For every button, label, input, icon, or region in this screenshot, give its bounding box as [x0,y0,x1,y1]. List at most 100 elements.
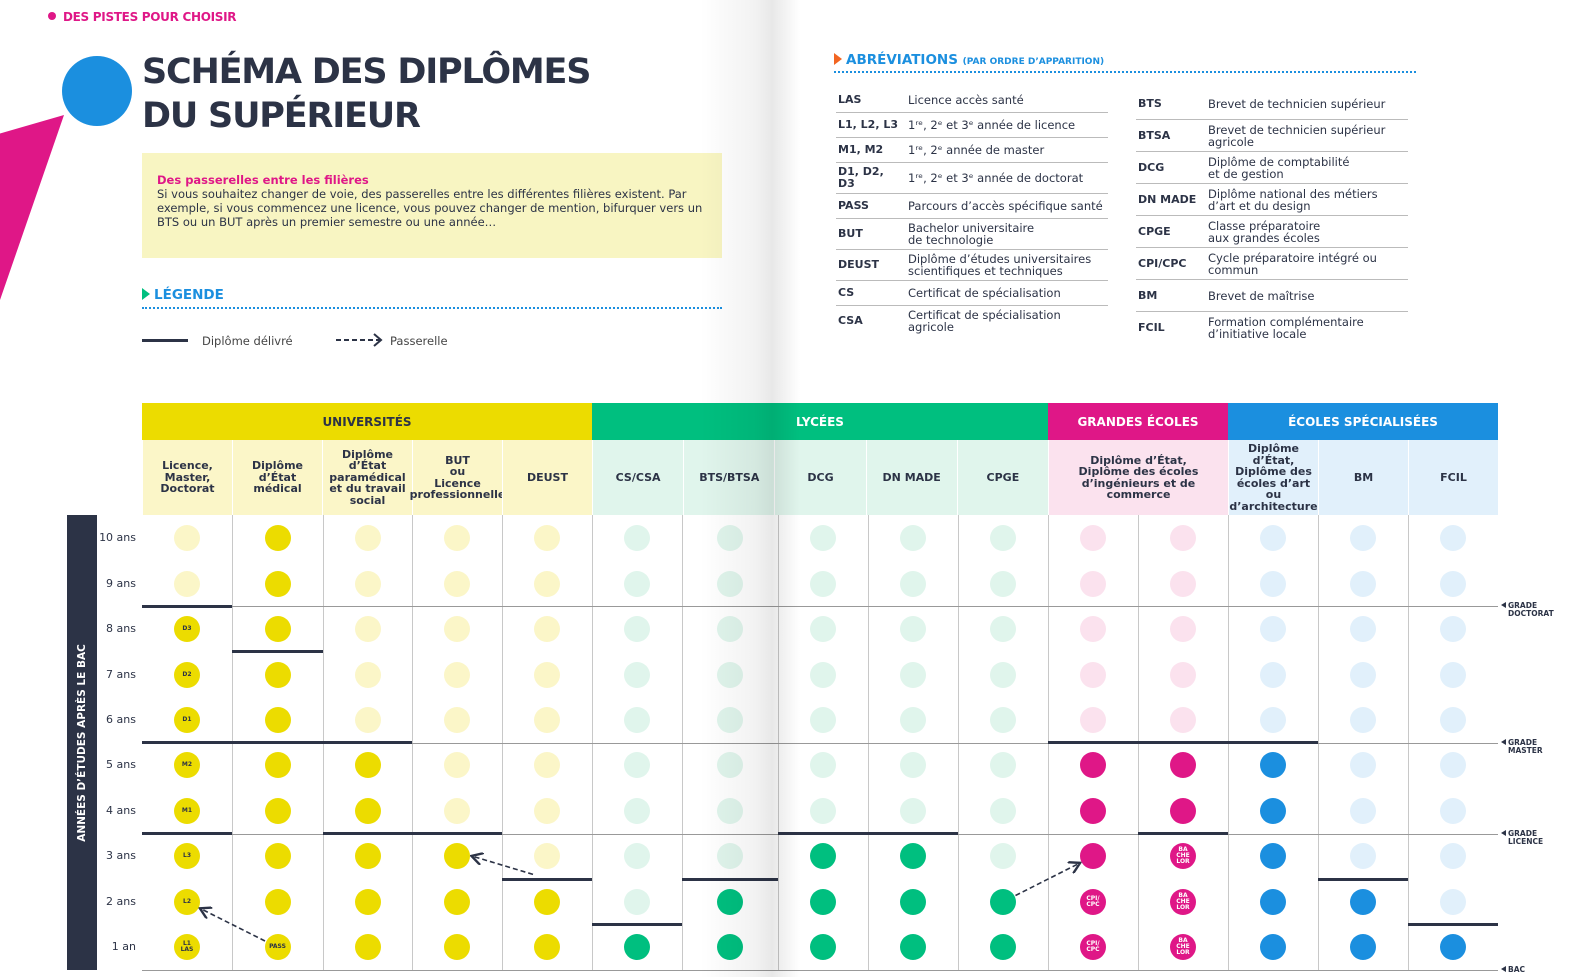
blue-circle [62,56,132,126]
year-dot [264,843,291,870]
year-dot [990,570,1016,597]
grade-pointer [1501,966,1506,972]
diploma-line [1048,741,1138,745]
year-dot [1170,707,1196,734]
column-header: Diplôme d’État médical [232,440,322,515]
year-dot [534,661,560,688]
year-dot [717,707,743,734]
diploma-line [323,832,412,836]
diploma-line [412,832,502,836]
year-dot: BA CHE LOR [1170,843,1196,870]
year-dot: L1 LAS [174,934,200,961]
abbrev-row: BM Brevet de maîtrise [1136,279,1408,312]
year-label: 4 ans [106,803,136,817]
column-header: DN MADE [865,440,957,515]
year-dot: CPI/ CPC [1080,934,1106,961]
abbrev-code: DCG [1136,151,1206,184]
year-dot [624,525,650,552]
year-label: 10 ans [99,531,136,545]
year-dot [900,661,926,688]
year-dot [534,797,560,824]
year-dot [1080,797,1106,824]
year-dot [534,525,560,552]
year-dot [1080,616,1106,643]
year-dot [1260,934,1286,961]
diploma-line [1138,832,1228,836]
column-header: CS/CSA [592,440,684,515]
year-dot [900,843,926,870]
abbrev-row: BUT Bachelor universitaire de technologie [836,218,1108,250]
year-dot [1080,525,1106,552]
year-dot [354,934,381,961]
year-dot [1260,843,1286,870]
year-dot [717,525,743,552]
year-label: 2 ans [106,894,136,908]
year-dot [1440,707,1466,734]
year-dot [717,752,743,779]
grade-label: GRADE MASTER [1508,737,1543,755]
abbrev-row: PASS Parcours d’accès spécifique santé [836,193,1108,219]
year-dot [990,934,1016,961]
year-dot [1440,797,1466,824]
year-dot [1260,661,1286,688]
abbrev-meaning: Brevet de maîtrise [1206,279,1408,312]
column-header: CPGE [956,440,1048,515]
abbrev-meaning: Formation complémentaire d’initiative lo… [1208,314,1364,341]
axis-title: ANNÉES D’ÉTUDES APRÈS LE BAC [76,643,88,842]
year-dot [900,752,926,779]
abbrev-code: BUT [836,218,906,250]
diploma-line [323,741,412,745]
grade-line [142,970,1498,971]
year-dot [1440,570,1466,597]
abbrev-meaning: Classe préparatoire aux grandes écoles [1206,215,1408,248]
column-line [868,515,869,970]
year-dot [1170,570,1196,597]
year-dot [444,661,470,688]
abbrev-row: DN MADE Diplôme national des métiers d’ar… [1136,183,1408,216]
grade-line [142,742,1498,744]
year-dot [174,570,200,597]
abbrev-row: LAS Licence accès santé [836,88,1108,113]
year-dot [264,570,291,597]
abbrev-code: DN MADE [1136,183,1206,216]
year-dot [1440,661,1466,688]
column-line [502,515,503,970]
year-dot [1080,752,1106,779]
year-dot [1260,707,1286,734]
abbrev-row: FCIL Formation complémentaire d’initiativ… [1136,312,1408,344]
year-dot [717,797,743,824]
diploma-line [868,832,958,836]
year-dot [717,616,743,643]
year-dot [810,843,836,870]
column-line [1318,515,1319,970]
diploma-line [232,650,323,654]
year-dot [444,570,470,597]
abbrev-row: CPI/CPC Cycle préparatoire intégré ou com… [1136,247,1408,280]
abbrev-meaning: Diplôme de comptabilité et de gestion [1206,151,1408,184]
year-dot: L3 [174,843,200,870]
abbrev-row: CPGE Classe préparatoire aux grandes écol… [1136,215,1408,248]
year-dot: BA CHE LOR [1170,934,1196,961]
year-dot [1260,888,1286,915]
year-dot [534,752,560,779]
year-dot [534,707,560,734]
year-dot [354,707,381,734]
year-dot [534,843,560,870]
column-header: Diplôme d’État, Diplôme des écoles d’ing… [1048,440,1228,515]
year-dot [444,707,470,734]
year-dot [1350,797,1376,824]
year-dot [1260,525,1286,552]
year-dot [1080,707,1106,734]
year-dot [444,888,470,915]
year-dot [900,797,926,824]
diploma-line [1138,741,1228,745]
year-dot [1350,843,1376,870]
passerelle-arrow [473,856,534,876]
abbrev-meaning: 1ʳᵉ, 2ᵉ et 3ᵉ année de doctorat [906,162,1108,194]
legend-item: Passerelle [390,334,448,348]
year-dot [1170,752,1196,779]
diploma-line [142,832,232,836]
year-dot [717,843,743,870]
abbrev-table: LAS Licence accès santé L1, L2, L3 1ʳᵉ, 2ᵉ … [836,88,1108,336]
year-dot [1170,616,1196,643]
